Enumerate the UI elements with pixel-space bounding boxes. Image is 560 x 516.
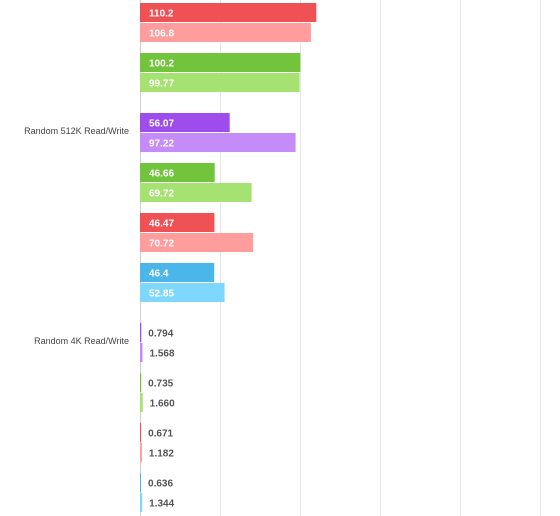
bar-value-label: 1.344	[149, 499, 174, 510]
bar-value-label: 0.636	[148, 479, 173, 490]
bar	[140, 393, 143, 412]
bar	[140, 233, 254, 252]
bar	[140, 3, 317, 22]
bar	[140, 443, 142, 462]
bar	[140, 373, 142, 392]
bar-value-label: 0.794	[148, 329, 173, 340]
bar	[140, 263, 215, 282]
bar	[140, 423, 142, 442]
category-label: Random 4K Read/Write	[34, 336, 129, 346]
bar	[140, 473, 141, 492]
bar-value-label: 70.72	[149, 239, 174, 250]
bar	[140, 23, 311, 42]
category-label: Random 512K Read/Write	[24, 126, 129, 136]
bar-value-label: 106.8	[149, 29, 174, 40]
bar	[140, 113, 230, 132]
bar	[140, 73, 300, 92]
bar-value-label: 46.47	[149, 219, 174, 230]
bar-value-label: 99.77	[149, 79, 174, 90]
bar-value-label: 52.85	[149, 289, 174, 300]
bar	[140, 323, 142, 342]
bar-value-label: 1.568	[150, 349, 175, 360]
bar-value-label: 69.72	[149, 189, 174, 200]
bar-value-label: 46.66	[149, 169, 174, 180]
bar	[140, 343, 143, 362]
bar	[140, 213, 215, 232]
bar	[140, 53, 301, 72]
bar	[140, 163, 215, 182]
bar	[140, 283, 225, 302]
bar-value-label: 0.671	[148, 429, 173, 440]
bar-value-label: 0.735	[148, 379, 173, 390]
bar-value-label: 56.07	[149, 119, 174, 130]
bar-value-label: 110.2	[149, 9, 174, 20]
bar-value-label: 97.22	[149, 139, 174, 150]
bar-value-label: 1.660	[150, 399, 175, 410]
bar	[140, 183, 252, 202]
bar	[140, 493, 143, 512]
bar-value-label: 46.4	[149, 269, 169, 280]
bar	[140, 133, 296, 152]
bars	[140, 3, 317, 512]
bar-value-label: 100.2	[149, 59, 174, 70]
labels: 110.2 106.8 100.2 99.77 56.07 97.22 Random 512…	[24, 9, 175, 510]
bar-value-label: 1.182	[149, 449, 174, 460]
